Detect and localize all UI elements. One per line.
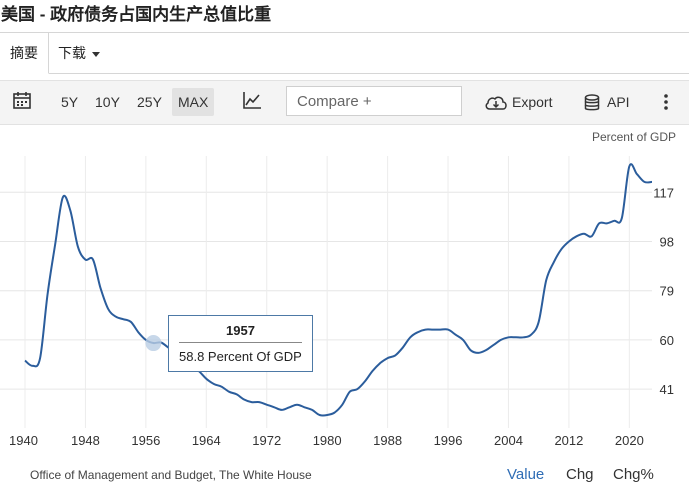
tab-download-label: 下载 <box>58 45 86 61</box>
source-attribution: Office of Management and Budget, The Whi… <box>30 468 312 482</box>
export-button[interactable]: Export <box>484 88 552 116</box>
chart-toolbar: 5Y 10Y 25Y MAX Compare + Export API <box>0 80 689 125</box>
caret-down-icon <box>92 51 100 57</box>
calendar-icon[interactable] <box>12 90 32 118</box>
x-tick-label: 1956 <box>131 433 160 448</box>
debt-to-gdp-chart: Percent of GDP 41 60 79 98 117 1940 1948 1956 1… <box>0 130 689 460</box>
x-tick-label: 1996 <box>434 433 463 448</box>
tab-summary[interactable]: 摘要 <box>0 33 49 74</box>
y-tick-label: 117 <box>653 185 674 200</box>
series-line <box>24 163 653 417</box>
api-button[interactable]: API <box>584 88 630 116</box>
x-tick-label: 1972 <box>252 433 281 448</box>
x-tick-label: 1988 <box>373 433 402 448</box>
title-divider <box>0 32 689 33</box>
range-25y-button[interactable]: 25Y <box>137 94 162 110</box>
y-tick-label: 98 <box>660 234 674 249</box>
more-options-icon[interactable] <box>662 92 670 120</box>
y-tick-label: 41 <box>660 382 674 397</box>
range-5y-button[interactable]: 5Y <box>61 94 79 110</box>
database-icon <box>584 94 600 111</box>
tab-download[interactable]: 下载 <box>58 33 100 73</box>
line-chart-icon[interactable] <box>242 90 262 118</box>
tab-value[interactable]: Value <box>507 466 545 483</box>
x-tick-label: 2004 <box>494 433 523 448</box>
highlight-point[interactable] <box>145 335 162 352</box>
x-tick-label: 1940 <box>9 433 38 448</box>
tooltip-divider <box>179 342 302 343</box>
cloud-download-icon <box>485 96 507 111</box>
x-tick-label: 1948 <box>71 433 100 448</box>
y-tick-label: 79 <box>660 284 674 299</box>
x-tick-label: 2012 <box>554 433 583 448</box>
range-max-button[interactable]: MAX <box>172 88 215 116</box>
tab-chg[interactable]: Chg <box>566 466 594 483</box>
tab-chg-pct[interactable]: Chg% <box>613 466 654 483</box>
y-axis-label: Percent of GDP <box>592 130 676 144</box>
tooltip-value: 58.8 Percent Of GDP <box>179 349 302 364</box>
x-tick-label: 2020 <box>615 433 644 448</box>
tooltip-year: 1957 <box>226 323 255 338</box>
page-title: 美国 - 政府债务占国内生产总值比重 <box>1 5 272 24</box>
x-tick-label: 1964 <box>192 433 221 448</box>
compare-input[interactable]: Compare + <box>286 86 462 116</box>
y-tick-label: 60 <box>660 333 674 348</box>
x-tick-label: 1980 <box>313 433 342 448</box>
api-label: API <box>607 94 630 110</box>
range-10y-button[interactable]: 10Y <box>95 94 120 110</box>
export-label: Export <box>512 94 553 110</box>
data-tooltip: 1957 58.8 Percent Of GDP <box>168 315 313 372</box>
tab-bar: 摘要 下载 <box>0 33 689 74</box>
